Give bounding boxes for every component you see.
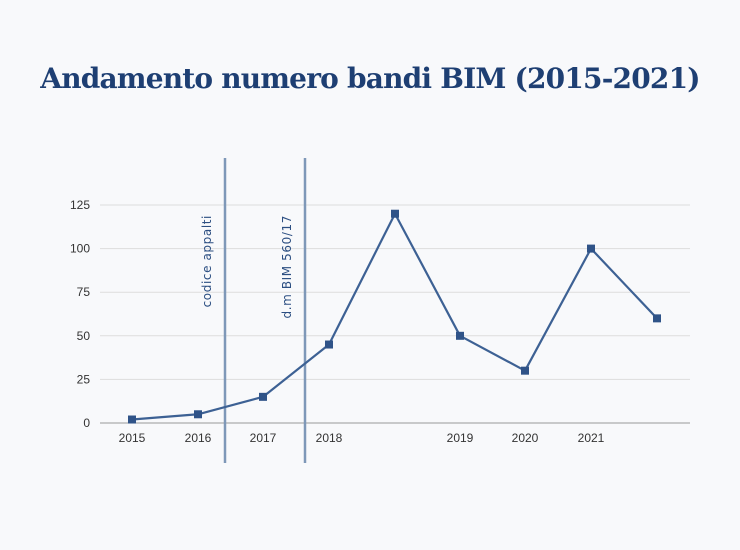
data-point <box>653 314 661 323</box>
y-tick-label: 0 <box>83 416 90 430</box>
y-tick-label: 25 <box>77 372 91 386</box>
x-tick-label: 2020 <box>512 431 539 445</box>
annotations: codice appalti d.m BIM 560/17 <box>200 158 307 463</box>
x-tick-label: 2016 <box>185 431 212 445</box>
y-tick-label: 100 <box>70 242 90 256</box>
x-tick-label: 2017 <box>250 431 277 445</box>
data-point <box>521 366 529 375</box>
data-point <box>325 340 333 349</box>
data-point <box>128 415 136 424</box>
x-tick-label: 2015 <box>119 431 146 445</box>
x-tick-label: 2018 <box>316 431 343 445</box>
x-tick-label: 2019 <box>447 431 474 445</box>
annotation-label: d.m BIM 560/17 <box>280 215 294 319</box>
chart-title: Andamento numero bandi BIM (2015-2021) <box>40 62 700 95</box>
y-tick-label: 50 <box>77 329 91 343</box>
data-point <box>194 410 202 419</box>
y-tick-labels: 0 25 50 75 100 125 <box>70 198 90 430</box>
x-tick-labels: 2015 2016 2017 2018 2019 2020 2021 <box>119 431 605 445</box>
data-point <box>259 392 267 401</box>
y-tick-label: 125 <box>70 198 90 212</box>
grid-lines <box>100 204 690 380</box>
data-point <box>456 331 464 340</box>
annotation-label: codice appalti <box>200 215 214 307</box>
y-tick-label: 75 <box>77 285 91 299</box>
x-tick-label: 2021 <box>578 431 605 445</box>
data-point <box>587 244 595 253</box>
data-series <box>128 209 661 424</box>
data-point <box>391 209 399 218</box>
